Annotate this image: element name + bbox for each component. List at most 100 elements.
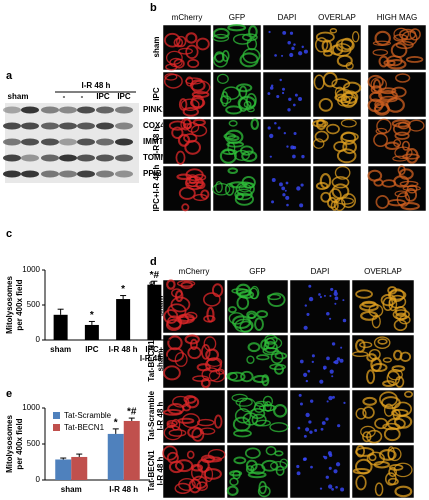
tubule [165, 318, 182, 331]
tubule [336, 197, 355, 205]
significance: * [90, 310, 94, 321]
blot-band [115, 122, 133, 130]
nucleus [267, 92, 271, 96]
micrograph [262, 71, 312, 118]
tubule [267, 292, 286, 307]
tubule [196, 418, 215, 427]
tubule [355, 458, 373, 475]
nucleus [323, 367, 326, 370]
micrograph [289, 389, 351, 444]
tubule [254, 317, 264, 331]
tubule [387, 286, 398, 295]
tubule [246, 37, 258, 51]
tubule [405, 56, 424, 63]
tubule [200, 454, 216, 464]
tubule [246, 355, 255, 365]
blot-band [59, 122, 77, 130]
tubule [361, 300, 377, 308]
tubule [388, 297, 398, 312]
nucleus [342, 299, 345, 302]
tubule [231, 288, 248, 294]
tubule [314, 37, 329, 53]
tubule [228, 312, 245, 325]
tubule [257, 485, 271, 498]
tubule [394, 376, 405, 388]
significance: *# [127, 407, 137, 418]
tubule [216, 73, 229, 84]
nucleus [303, 325, 308, 330]
blot-band [115, 106, 133, 114]
blot-band [96, 138, 114, 146]
tubule [270, 350, 284, 365]
tubule [366, 429, 383, 444]
tubule [371, 314, 381, 329]
tubule [314, 130, 329, 143]
nucleus [314, 429, 318, 432]
tubule [166, 451, 179, 464]
tubule [248, 25, 258, 39]
tubule [402, 185, 421, 192]
tubule [279, 458, 289, 468]
tubule [199, 427, 216, 435]
blot-band [59, 170, 77, 178]
tubule [404, 188, 418, 202]
tubule [203, 314, 216, 323]
tubule [242, 47, 261, 64]
tubule [351, 31, 360, 43]
tubule [330, 44, 344, 56]
tubule [196, 363, 211, 372]
tubule [253, 402, 265, 414]
tubule [208, 369, 226, 383]
tubule [215, 181, 223, 194]
nucleus [303, 434, 307, 438]
row-label: I-R 48 h [152, 126, 161, 155]
tubule [326, 123, 340, 135]
tubule [238, 97, 249, 112]
y-tick-label: 0 [36, 475, 41, 484]
tubule [384, 141, 400, 151]
blot-band [3, 122, 21, 130]
nucleus [284, 189, 287, 192]
tubule [163, 425, 183, 441]
nucleus [301, 45, 304, 49]
tubule [207, 448, 226, 461]
y-tick-label: 500 [27, 439, 41, 448]
nucleus [308, 296, 314, 302]
tubule [236, 295, 250, 310]
column-header: DAPI [278, 13, 297, 22]
tubule [181, 413, 201, 429]
nucleus [327, 451, 332, 456]
tubule [352, 351, 369, 358]
nucleus [281, 186, 286, 191]
tubule [247, 342, 261, 353]
nucleus [325, 475, 329, 479]
row-label: I-R 48 h [156, 456, 165, 485]
column-header: OVERLAP [364, 267, 402, 276]
bar [53, 314, 68, 340]
tubule [387, 477, 399, 486]
tubule [359, 341, 373, 349]
nucleus [300, 183, 304, 187]
tubule [239, 320, 253, 333]
blot-band [115, 138, 133, 146]
tubule [235, 397, 253, 407]
blot-band [115, 154, 133, 162]
column-header: GFP [229, 13, 245, 22]
lane-label: - [63, 92, 66, 101]
tubule [367, 74, 384, 89]
tubule [393, 319, 408, 332]
bar [123, 420, 140, 480]
significance: *# [150, 270, 160, 281]
tubule [182, 106, 199, 117]
blot-band [3, 170, 21, 178]
nucleus [297, 96, 303, 102]
row-label: I-R 48 h [156, 401, 165, 430]
tubule [213, 27, 230, 40]
panel-label: b [150, 2, 157, 14]
blot-band [59, 138, 77, 146]
tubule [212, 33, 230, 42]
nucleus [297, 426, 301, 430]
tubule [248, 287, 259, 300]
nucleus [298, 393, 302, 397]
legend-swatch [53, 424, 60, 431]
